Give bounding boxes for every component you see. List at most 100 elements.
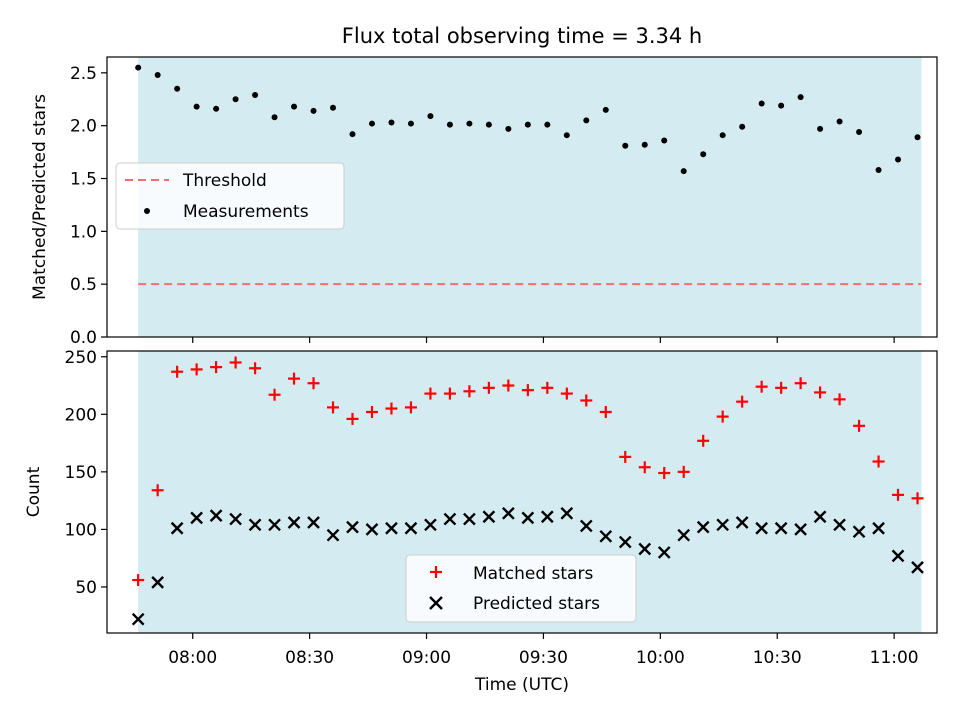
predicted-star-point [716, 518, 730, 532]
matched-star-point [794, 377, 807, 390]
matched-star-point [132, 574, 145, 587]
matched-star-point [580, 394, 593, 407]
matched-star-point [619, 450, 632, 463]
measurement-point [895, 156, 902, 163]
matched-star-point [892, 488, 905, 501]
measurements-legend-swatch [144, 208, 150, 214]
measurements-legend-label: Measurements [183, 202, 309, 222]
measurement-point [563, 132, 570, 139]
matched-star-point [775, 381, 788, 394]
matched-star-point [151, 484, 164, 497]
measurement-point [174, 85, 181, 92]
predicted-legend-swatch [429, 596, 443, 610]
matched-star-point [502, 379, 515, 392]
predicted-star-point [209, 509, 223, 522]
top-panel: 0.0 0.5 1.0 1.5 2.0 2.5 Flux total observing … [30, 24, 938, 348]
x-tick-label: 09:30 [519, 648, 568, 668]
measurement-point [271, 114, 278, 121]
measurement-point [836, 118, 843, 125]
measurement-point [213, 105, 220, 112]
measurement-point [739, 123, 746, 130]
measurement-point [349, 131, 356, 138]
measurement-point [485, 121, 492, 128]
matched-star-point [463, 385, 476, 398]
predicted-star-point [599, 529, 613, 543]
matched-star-point [521, 384, 534, 397]
predicted-star-point [404, 521, 418, 535]
y-tick-label: 200 [65, 405, 97, 425]
predicted-star-point [346, 520, 359, 534]
x-tick-label: 10:00 [636, 648, 685, 668]
y-tick-label: 2.0 [70, 117, 97, 137]
predicted-star-point [774, 521, 788, 535]
measurement-point [368, 120, 375, 127]
predicted-star-point [638, 542, 652, 556]
matched-star-point [365, 406, 378, 419]
top-legend-box [115, 162, 345, 230]
predicted-star-point [852, 525, 866, 539]
bottom-y-ticks: 50 100 150 200 250 [65, 348, 107, 598]
matched-star-point [268, 388, 281, 401]
y-tick-label: 0.5 [70, 275, 97, 295]
predicted-star-point [833, 518, 846, 532]
predicted-star-point [872, 521, 885, 535]
measurement-point [135, 64, 142, 71]
y-tick-label: 150 [65, 463, 97, 483]
matched-star-point [541, 381, 554, 394]
predicted-star-point [170, 521, 184, 535]
measurement-point [252, 92, 259, 99]
predicted-star-point [365, 523, 379, 536]
y-tick-label: 0.0 [70, 328, 97, 348]
predicted-star-point [443, 512, 457, 526]
x-tick-label: 10:30 [753, 648, 802, 668]
measurement-point [407, 120, 414, 127]
predicted-star-point [813, 510, 827, 524]
bottom-y-axis-label: Count [24, 466, 44, 517]
matched-star-point [327, 401, 340, 414]
matched-star-point [443, 387, 456, 400]
predicted-star-point [248, 518, 262, 532]
matched-star-point [833, 393, 846, 406]
predicted-star-point [385, 521, 398, 535]
matched-star-point [190, 363, 203, 376]
measurement-point [661, 137, 668, 144]
measurement-point [641, 141, 648, 148]
bottom-plot-frame [106, 350, 938, 634]
measurement-point [505, 125, 512, 132]
threshold-legend-label: Threshold [182, 171, 267, 191]
top-x-ticks [192, 337, 895, 343]
bottom-legend: Matched stars Predicted stars [405, 554, 637, 623]
matched-star-point [385, 402, 398, 415]
top-y-axis-label: Matched/Predicted stars [30, 94, 50, 300]
matched-legend-label: Matched stars [473, 564, 593, 584]
measurement-point [856, 129, 863, 136]
chart-title: Flux total observing time = 3.34 h [342, 24, 702, 48]
matched-stars-points [132, 356, 924, 587]
matched-star-point [872, 455, 885, 468]
predicted-star-point [190, 511, 203, 525]
predicted-star-point [287, 516, 301, 529]
measurement-point [446, 121, 453, 128]
predicted-star-point [424, 518, 437, 532]
x-tick-label: 08:00 [168, 648, 217, 668]
y-tick-label: 1.5 [70, 170, 97, 190]
measurement-point [427, 113, 434, 120]
measurement-point [310, 107, 317, 114]
measurement-point [544, 121, 551, 128]
measurement-point [700, 151, 707, 158]
matched-legend-swatch [430, 566, 442, 578]
predicted-stars-points [131, 506, 924, 626]
x-tick-label: 09:00 [402, 648, 451, 668]
matched-star-point [288, 372, 301, 385]
matched-star-point [346, 412, 359, 425]
predicted-star-point [131, 612, 145, 626]
matched-star-point [853, 419, 866, 432]
matched-star-point [638, 461, 651, 474]
measurement-point [466, 120, 473, 127]
bottom-x-ticks: 08:00 08:30 09:00 09:30 10:00 10:30 11:00 [168, 633, 919, 668]
matched-star-point [249, 362, 262, 375]
predicted-star-point [229, 512, 242, 526]
predicted-star-point [735, 516, 749, 529]
measurement-point [291, 103, 298, 110]
measurement-point [193, 103, 200, 110]
